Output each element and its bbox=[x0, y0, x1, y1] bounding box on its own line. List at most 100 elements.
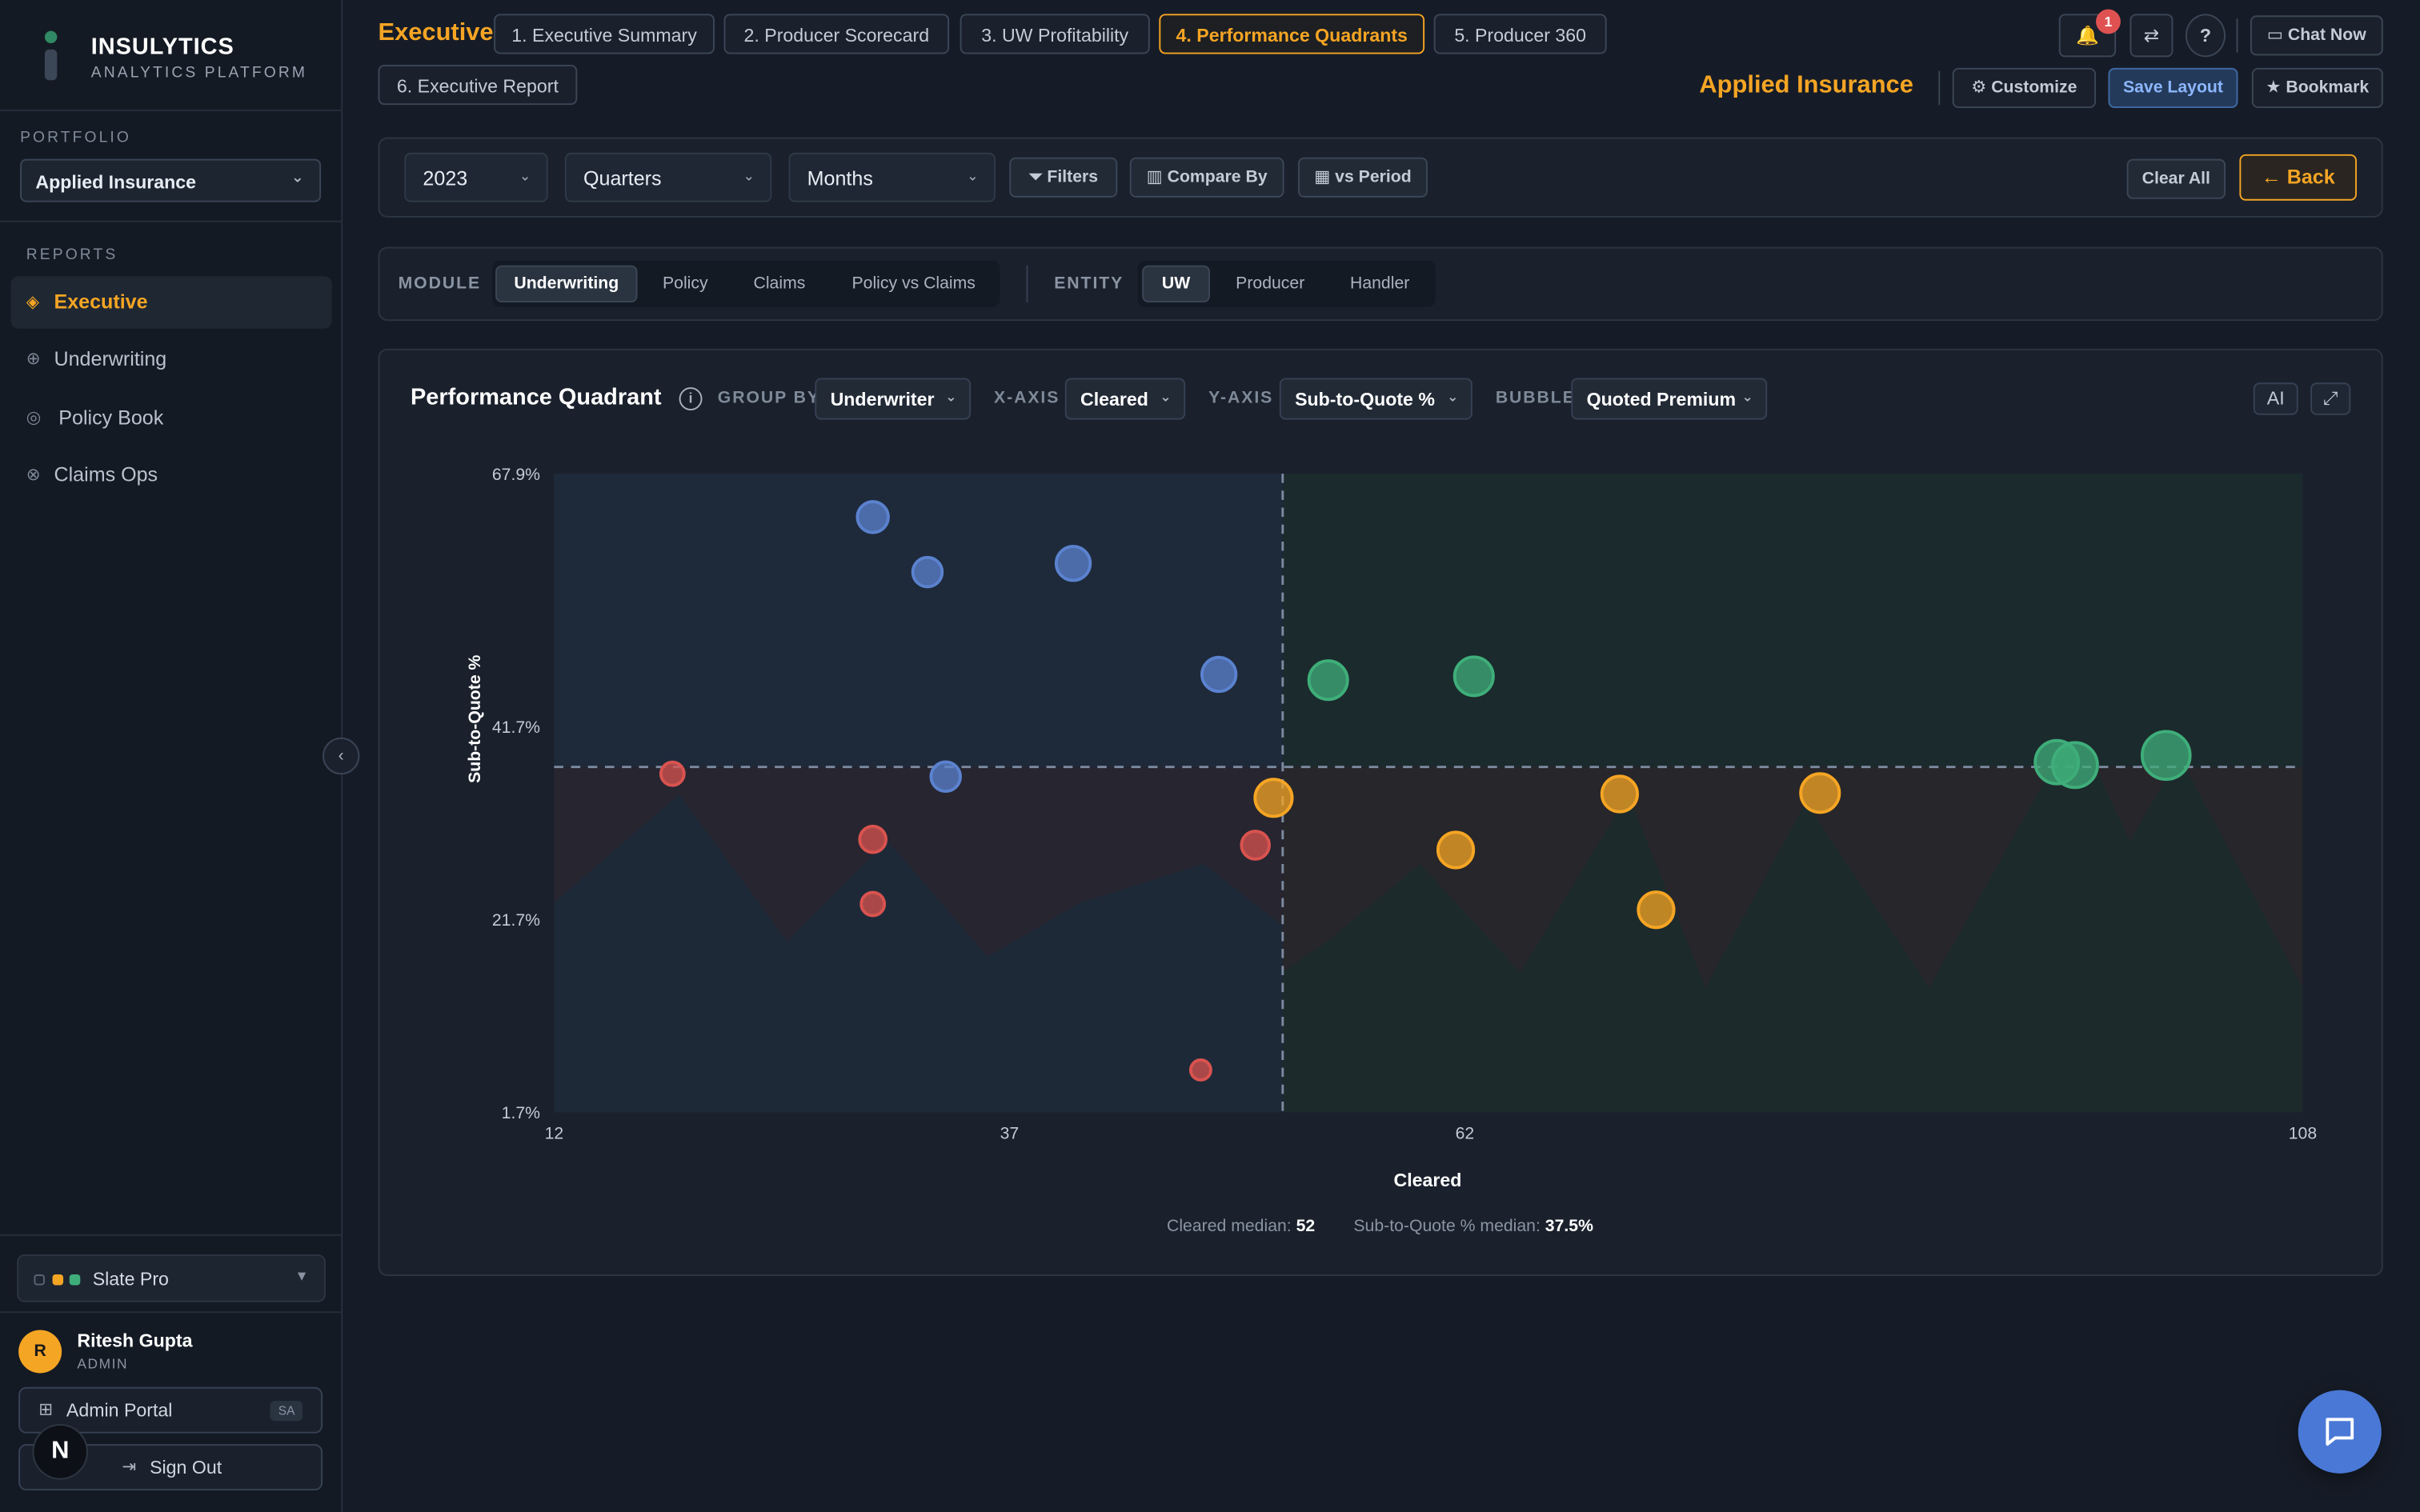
tab-producer-360[interactable]: 5. Producer 360 bbox=[1433, 14, 1607, 54]
entity-uw[interactable]: UW bbox=[1142, 265, 1211, 303]
lower-left-shading bbox=[554, 794, 1283, 1113]
vs-period-label: vs Period bbox=[1335, 168, 1412, 187]
data-bubble bbox=[2140, 730, 2192, 782]
sidebar-item-claims-ops[interactable]: ⊗ Claims Ops bbox=[11, 449, 332, 502]
data-bubble bbox=[859, 890, 887, 918]
x-tick-label: 108 bbox=[2289, 1124, 2317, 1142]
chevron-down-icon: ⌄ bbox=[945, 389, 957, 405]
data-bubble bbox=[1188, 1058, 1212, 1082]
bar-chart-icon: ▥ bbox=[1146, 168, 1163, 187]
caret-down-icon: ▼ bbox=[294, 1268, 309, 1284]
module-segmented-control: Underwriting Policy Claims Policy vs Cla… bbox=[492, 260, 1000, 307]
module-label: MODULE bbox=[398, 274, 482, 294]
tab-uw-profitability[interactable]: 3. UW Profitability bbox=[960, 14, 1150, 54]
module-policy-vs-claims[interactable]: Policy vs Claims bbox=[851, 274, 976, 294]
avatar[interactable]: R bbox=[18, 1330, 62, 1374]
tab-executive-report[interactable]: 6. Executive Report bbox=[378, 65, 578, 106]
period-value: Quarters bbox=[583, 166, 662, 190]
data-bubble bbox=[1452, 655, 1495, 698]
info-icon[interactable]: i bbox=[679, 387, 703, 411]
entity-producer[interactable]: Producer bbox=[1236, 274, 1305, 294]
swap-icon[interactable]: ⇄ bbox=[2130, 14, 2174, 58]
sidebar-item-executive[interactable]: ◈ Executive bbox=[10, 276, 332, 329]
divider bbox=[0, 220, 343, 222]
portfolio-select[interactable]: Applied Insurance ⌄ bbox=[20, 158, 322, 202]
chat-now-button[interactable]: ▭ Chat Now bbox=[2250, 15, 2383, 56]
divider bbox=[0, 1234, 343, 1236]
y-axis-title: Sub-to-Quote % bbox=[466, 654, 485, 783]
x-axis-title: Cleared bbox=[1393, 1169, 1462, 1191]
save-layout-button[interactable]: Save Layout bbox=[2108, 67, 2238, 109]
data-bubble bbox=[1307, 659, 1349, 702]
clear-all-button[interactable]: Clear All bbox=[2126, 158, 2226, 199]
group-by-select[interactable]: Underwriter ⌄ bbox=[815, 378, 972, 420]
chart-title: Performance Quadrant bbox=[411, 384, 662, 411]
expand-icon[interactable]: ⤢ bbox=[2310, 382, 2351, 415]
collapse-sidebar-button[interactable]: ‹ bbox=[323, 737, 360, 775]
data-bubble bbox=[1054, 545, 1092, 582]
quadrant-top-left bbox=[554, 474, 1283, 767]
divider bbox=[2236, 18, 2238, 53]
sidebar-item-label: Underwriting bbox=[54, 346, 167, 370]
y-axis-label: Y-AXIS bbox=[1208, 389, 1274, 408]
entity-label: ENTITY bbox=[1054, 274, 1124, 294]
group-by-value: Underwriter bbox=[830, 389, 935, 411]
customize-button[interactable]: ⚙ Customize bbox=[1952, 67, 2097, 109]
granularity-select[interactable]: Months ⌄ bbox=[788, 152, 996, 202]
x-axis-label: X-AXIS bbox=[994, 389, 1060, 408]
back-button[interactable]: ← Back bbox=[2239, 154, 2357, 201]
x-median-label: Cleared median: bbox=[1167, 1217, 1292, 1236]
page-title: Executive bbox=[378, 20, 494, 46]
theme-swatch bbox=[34, 1274, 45, 1286]
diamond-icon: ◈ bbox=[26, 293, 40, 312]
module-underwriting[interactable]: Underwriting bbox=[495, 265, 638, 303]
notification-badge: 1 bbox=[2096, 9, 2121, 34]
module-policy[interactable]: Policy bbox=[663, 274, 708, 294]
chevron-down-icon: ⌄ bbox=[519, 168, 531, 184]
bubble-select[interactable]: Quoted Premium ⌄ bbox=[1571, 378, 1768, 420]
sidebar-item-underwriting[interactable]: ⊕ Underwriting bbox=[11, 334, 332, 386]
chat-bubble-icon bbox=[2326, 1418, 2354, 1446]
theme-label: Slate Pro bbox=[92, 1268, 169, 1290]
tab-producer-scorecard[interactable]: 2. Producer Scorecard bbox=[723, 14, 950, 54]
theme-select[interactable]: Slate Pro ▼ bbox=[17, 1254, 326, 1302]
chat-now-label: Chat Now bbox=[2287, 26, 2366, 45]
x-axis-select[interactable]: Cleared ⌄ bbox=[1064, 378, 1186, 420]
tab-executive-summary[interactable]: 1. Executive Summary bbox=[494, 14, 715, 54]
sidebar-item-policy-book[interactable]: ◎ Policy Book bbox=[11, 392, 332, 445]
ai-button[interactable]: AI bbox=[2253, 382, 2298, 415]
divider bbox=[0, 1311, 343, 1314]
module-claims[interactable]: Claims bbox=[753, 274, 806, 294]
y-axis-select[interactable]: Sub-to-Quote % ⌄ bbox=[1279, 378, 1472, 420]
bookmark-button[interactable]: ★ Bookmark bbox=[2251, 67, 2383, 109]
filter-icon: ⏷ bbox=[1028, 168, 1043, 187]
theme-swatch bbox=[69, 1274, 81, 1286]
chat-fab-button[interactable] bbox=[2298, 1390, 2382, 1474]
y-median-label: Sub-to-Quote % median: bbox=[1353, 1217, 1541, 1236]
period-select[interactable]: Quarters ⌄ bbox=[564, 152, 772, 202]
vs-period-button[interactable]: ▦ vs Period bbox=[1297, 157, 1428, 198]
sidebar-item-label: Executive bbox=[54, 290, 148, 314]
shield-icon: ⊗ bbox=[26, 466, 41, 485]
chevron-down-icon: ⌄ bbox=[743, 168, 755, 184]
customize-label: Customize bbox=[1991, 78, 2077, 98]
y-axis-value: Sub-to-Quote % bbox=[1295, 389, 1435, 411]
tab-performance-quadrants[interactable]: 4. Performance Quadrants bbox=[1159, 14, 1425, 54]
x-median-note: Cleared median: 52 bbox=[1167, 1218, 1315, 1236]
filters-button[interactable]: ⏷ Filters bbox=[1009, 157, 1118, 198]
y-tick-label: 41.7% bbox=[492, 718, 540, 737]
help-icon[interactable]: ? bbox=[2185, 14, 2226, 58]
n-logo-badge[interactable]: N bbox=[32, 1424, 88, 1480]
group-by-label: GROUP BY bbox=[717, 389, 821, 408]
chevron-down-icon: ⌄ bbox=[1741, 389, 1753, 405]
data-bubble bbox=[2051, 741, 2099, 790]
compare-by-button[interactable]: ▥ Compare By bbox=[1129, 157, 1284, 198]
y-median-value: 37.5% bbox=[1545, 1217, 1593, 1236]
year-select[interactable]: 2023 ⌄ bbox=[404, 152, 548, 202]
portfolio-value: Applied Insurance bbox=[35, 171, 196, 194]
data-bubble bbox=[911, 555, 944, 589]
quadrant-chart: 12 37 62 108 67.9% 41.7% 21.7% 1.7% bbox=[492, 466, 2317, 1143]
entity-handler[interactable]: Handler bbox=[1350, 274, 1410, 294]
brand-title: INSULYTICS bbox=[90, 34, 234, 61]
chevron-down-icon: ⌄ bbox=[1160, 389, 1172, 405]
